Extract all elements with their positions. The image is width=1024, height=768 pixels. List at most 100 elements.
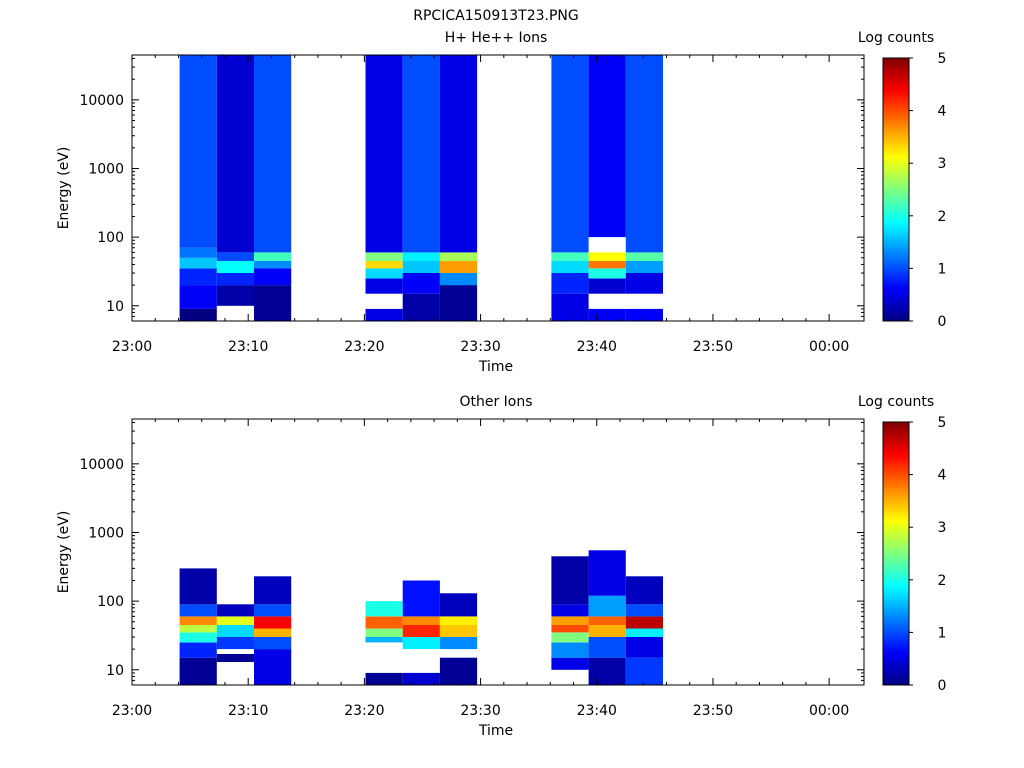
y-axis-label: Energy (eV) [56,147,72,230]
spectrogram-cell [365,601,403,617]
spectrogram-cell [216,260,254,273]
spectrogram-cell [365,260,403,269]
spectrogram-cell [439,273,478,286]
spectrogram-cell [365,252,403,261]
spectrogram-cell [365,278,403,294]
spectrogram-cell [402,580,440,617]
y-tick-label: 100 [97,594,124,610]
x-tick-label: 23:20 [344,703,384,719]
spectrogram-cell [365,672,403,685]
spectrogram-cell [254,628,292,637]
spectrogram-cell [179,247,217,258]
spectrogram-cell [439,657,478,685]
spectrogram-cell [625,657,663,685]
spectrogram-cell [402,616,440,625]
spectrogram-cell [216,273,254,286]
colorbar-tick-label: 2 [938,209,947,225]
spectrogram-cell [625,273,663,294]
spectrogram-cell [179,657,217,685]
spectrogram-cell [365,268,403,279]
spectrogram-cell [625,616,663,629]
spectrogram-cell [588,55,626,238]
spectrogram-cell [588,657,626,685]
spectrogram-cell [179,308,217,321]
spectrogram-cell [216,604,254,617]
panel-h-he-ions: H+ He++ Ions 23:00 23:10 23:20 23:30 23:40 23:… [56,30,947,375]
spectrogram-cell [588,278,626,294]
spectrogram-cell [365,628,403,637]
spectrogram-cell [402,624,440,637]
spectrogram-cell [216,55,254,253]
colorbar-tick-label: 3 [938,520,947,536]
spectrogram-cell [179,604,217,617]
spectrogram-cell [179,268,217,286]
colorbar-tick-label: 4 [938,104,947,120]
y-tick-label: 10 [106,299,124,315]
spectrogram-cell [551,604,589,617]
spectrogram-cell [179,285,217,309]
spectrogram-cell [216,654,254,662]
spectrogram-cell [216,285,254,306]
spectrogram-cell [588,550,626,596]
spectrogram-cell [402,293,440,321]
spectrogram-cell [551,252,589,261]
spectrogram-cell [254,55,292,253]
spectrogram-cell [551,624,589,633]
y-tick-label: 1000 [88,161,124,177]
spectrogram-cell [365,55,403,253]
spectrogram-cell [625,252,663,261]
spectrogram-cell [254,604,292,617]
spectrogram-cell [254,260,292,269]
spectrogram-cell [216,616,254,625]
panel-title: H+ He++ Ions [445,30,548,46]
x-tick-label: 23:10 [228,339,268,355]
spectrogram-cell [439,616,478,625]
spectrogram-cell [588,260,626,269]
y-tick-label: 10000 [79,457,124,473]
x-axis-label: Time [478,359,513,375]
spectrogram-cell [625,308,663,321]
spectrogram-cell [551,632,589,643]
y-axis-label: Energy (eV) [56,511,72,594]
spectrogram-cell [439,637,478,650]
spectrogram-cell [439,624,478,637]
y-tick-label: 10000 [79,93,124,109]
spectrogram-cell [625,260,663,273]
x-tick-label: 23:50 [693,703,733,719]
spectrogram-cell [439,260,478,273]
spectrogram-cell [402,260,440,273]
x-tick-label: 23:10 [228,703,268,719]
spectrogram-cell [254,268,292,286]
spectrogram-cell [179,568,217,605]
spectrogram-cell [365,308,403,321]
colorbar-tick-label: 0 [938,314,947,330]
colorbar-tick-label: 0 [938,678,947,694]
x-axis-label: Time [478,723,513,739]
spectrogram-cell [254,576,292,605]
panel-other-ions: Other Ions 23:00 23:10 23:20 23:30 23:40 23:50… [56,394,947,739]
spectrogram-cell [551,556,589,605]
spectrogram-cell [588,624,626,637]
colorbar-tick-label: 1 [938,625,947,641]
spectrogram-cell [551,55,589,253]
spectrogram-cell [625,604,663,617]
x-tick-label: 23:40 [577,339,617,355]
spectrogram-cell [179,616,217,625]
spectrogram-cell [551,293,589,321]
spectrogram-cell [551,616,589,625]
colorbar [882,57,910,322]
x-tick-label: 23:00 [112,703,152,719]
colorbar-tick-label: 5 [938,415,947,431]
colorbar-tick-label: 3 [938,156,947,172]
spectrogram-cell [179,632,217,643]
spectrogram-cell [625,637,663,658]
plot-frame [131,418,865,686]
spectrogram-cell [551,657,589,670]
spectrogram-cell [439,252,478,261]
spectrogram-cell [365,616,403,629]
y-tick-label: 10 [106,663,124,679]
spectrogram-cell [402,252,440,261]
colorbar [882,421,910,686]
panel-title: Other Ions [459,394,532,410]
spectrogram-cell [588,616,626,625]
